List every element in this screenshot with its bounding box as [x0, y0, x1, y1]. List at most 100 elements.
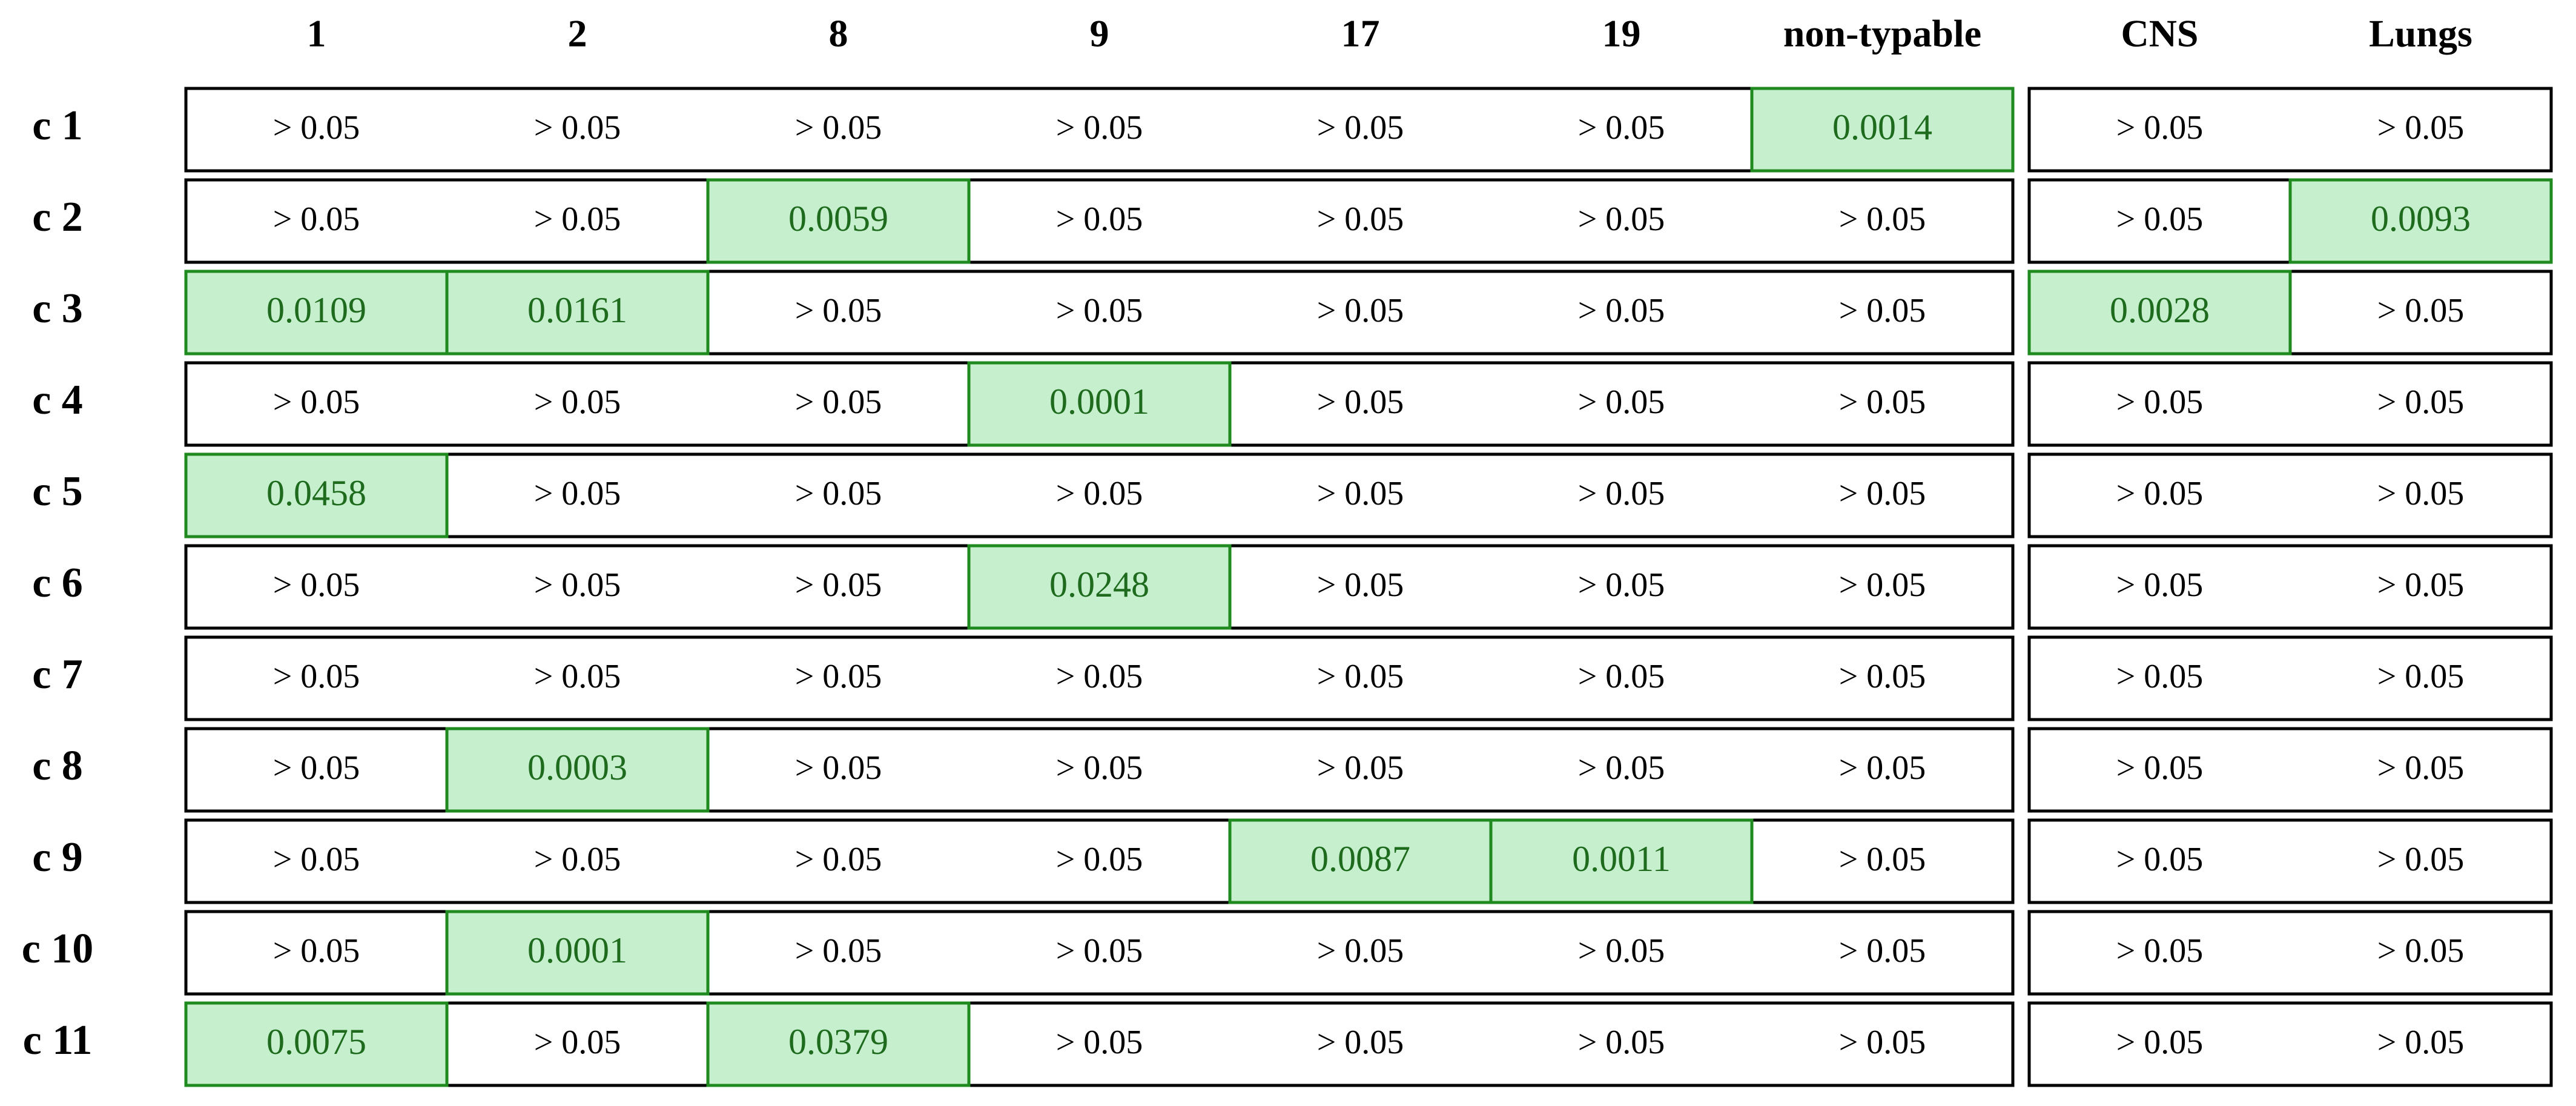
cell-value: > 0.05: [1056, 1024, 1143, 1061]
cell-value: > 0.05: [534, 1024, 621, 1061]
cell-value: > 0.05: [1056, 658, 1143, 695]
cell-value: > 0.05: [1578, 932, 1665, 970]
cell-value: > 0.05: [1317, 566, 1404, 604]
cell-value: 0.0075: [266, 1022, 366, 1062]
cell-value: > 0.05: [534, 658, 621, 695]
highlight-cell: [706, 1001, 971, 1087]
cell-value: > 0.05: [795, 749, 882, 787]
cell-value: > 0.05: [2377, 383, 2465, 421]
cell-value: 0.0014: [1832, 107, 1932, 147]
row-group-box: [2027, 818, 2553, 904]
cell-value: > 0.05: [1578, 1024, 1665, 1061]
cell-value: > 0.05: [2116, 200, 2204, 238]
cell-value: 0.0248: [1049, 565, 1149, 604]
cell-value: > 0.05: [2116, 1024, 2204, 1061]
row-group-box: [184, 178, 2015, 264]
cell-value: > 0.05: [1317, 109, 1404, 147]
highlight-cell: [445, 727, 710, 813]
cell-value: 0.0011: [1572, 839, 1671, 879]
cell-value: > 0.05: [534, 200, 621, 238]
cell-value: > 0.05: [2377, 566, 2465, 604]
cell-value: > 0.05: [1056, 109, 1143, 147]
row-label: c 9: [32, 834, 83, 881]
cell-value: > 0.05: [273, 109, 360, 147]
cell-value: > 0.05: [2116, 841, 2204, 878]
highlight-cell: [445, 910, 710, 996]
column-header: 2: [568, 12, 587, 55]
cell-value: > 0.05: [2377, 658, 2465, 695]
cell-value: > 0.05: [2116, 749, 2204, 787]
row-label: c 1: [32, 102, 83, 149]
column-header: 8: [829, 12, 848, 55]
cell-value: > 0.05: [795, 383, 882, 421]
column-header: Lungs: [2369, 12, 2472, 55]
cell-value: > 0.05: [273, 383, 360, 421]
column-header: CNS: [2121, 12, 2198, 55]
column-header: 9: [1090, 12, 1109, 55]
cell-value: > 0.05: [1578, 566, 1665, 604]
row-group-box: [184, 1001, 2015, 1087]
cell-value: > 0.05: [2116, 658, 2204, 695]
cell-value: > 0.05: [273, 566, 360, 604]
cell-value: > 0.05: [534, 383, 621, 421]
cell-value: > 0.05: [534, 475, 621, 512]
cell-value: > 0.05: [1317, 383, 1404, 421]
cell-value: > 0.05: [273, 841, 360, 878]
row-group-box: [2027, 1001, 2553, 1087]
cell-value: > 0.05: [1578, 109, 1665, 147]
cell-value: > 0.05: [1578, 749, 1665, 787]
cell-value: > 0.05: [2116, 932, 2204, 970]
highlight-cell: [184, 270, 449, 356]
cell-value: > 0.05: [273, 658, 360, 695]
row-group-box: [2027, 910, 2553, 996]
cell-value: > 0.05: [1317, 1024, 1404, 1061]
cell-value: > 0.05: [1839, 932, 1926, 970]
row-label: c 3: [32, 285, 83, 332]
cell-value: > 0.05: [795, 109, 882, 147]
row-group-box: [184, 452, 2015, 538]
row-label: c 11: [23, 1017, 93, 1064]
row-label: c 2: [32, 194, 83, 240]
row-label: c 7: [32, 651, 83, 698]
cell-value: > 0.05: [534, 841, 621, 878]
cell-value: 0.0087: [1310, 839, 1410, 879]
cell-value: > 0.05: [795, 292, 882, 329]
cell-value: > 0.05: [1578, 658, 1665, 695]
highlight-cell: [1489, 818, 1754, 904]
cell-value: > 0.05: [795, 658, 882, 695]
row-label: c 6: [32, 560, 83, 606]
cell-value: > 0.05: [1317, 475, 1404, 512]
highlight-cell: [1750, 87, 2015, 173]
cell-value: 0.0001: [527, 930, 627, 970]
cell-value: > 0.05: [1317, 658, 1404, 695]
column-header: 19: [1602, 12, 1641, 55]
row-label: c 8: [32, 743, 83, 789]
highlight-cell: [2288, 178, 2553, 264]
cell-value: > 0.05: [534, 566, 621, 604]
row-group-box: [2027, 544, 2553, 630]
cell-value: > 0.05: [795, 932, 882, 970]
cell-value: > 0.05: [1839, 1024, 1926, 1061]
cell-value: > 0.05: [1056, 749, 1143, 787]
cell-value: > 0.05: [2116, 475, 2204, 512]
cell-value: > 0.05: [2116, 566, 2204, 604]
row-label: c 5: [32, 468, 83, 515]
highlight-cell: [967, 544, 1232, 630]
cell-value: 0.0093: [2371, 199, 2471, 239]
row-group-box: [184, 635, 2015, 721]
cell-value: > 0.05: [1317, 932, 1404, 970]
cell-value: > 0.05: [1056, 841, 1143, 878]
cell-value: > 0.05: [795, 566, 882, 604]
cell-value: > 0.05: [1317, 749, 1404, 787]
cell-value: 0.0458: [266, 473, 366, 513]
cell-value: > 0.05: [2377, 932, 2465, 970]
cell-value: > 0.05: [1578, 383, 1665, 421]
cell-value: > 0.05: [1839, 383, 1926, 421]
cell-value: > 0.05: [1839, 200, 1926, 238]
cell-value: > 0.05: [1056, 292, 1143, 329]
column-header: 1: [307, 12, 326, 55]
column-header: 17: [1341, 12, 1380, 55]
cell-value: > 0.05: [1578, 475, 1665, 512]
cell-value: > 0.05: [2377, 475, 2465, 512]
cell-value: > 0.05: [1839, 566, 1926, 604]
